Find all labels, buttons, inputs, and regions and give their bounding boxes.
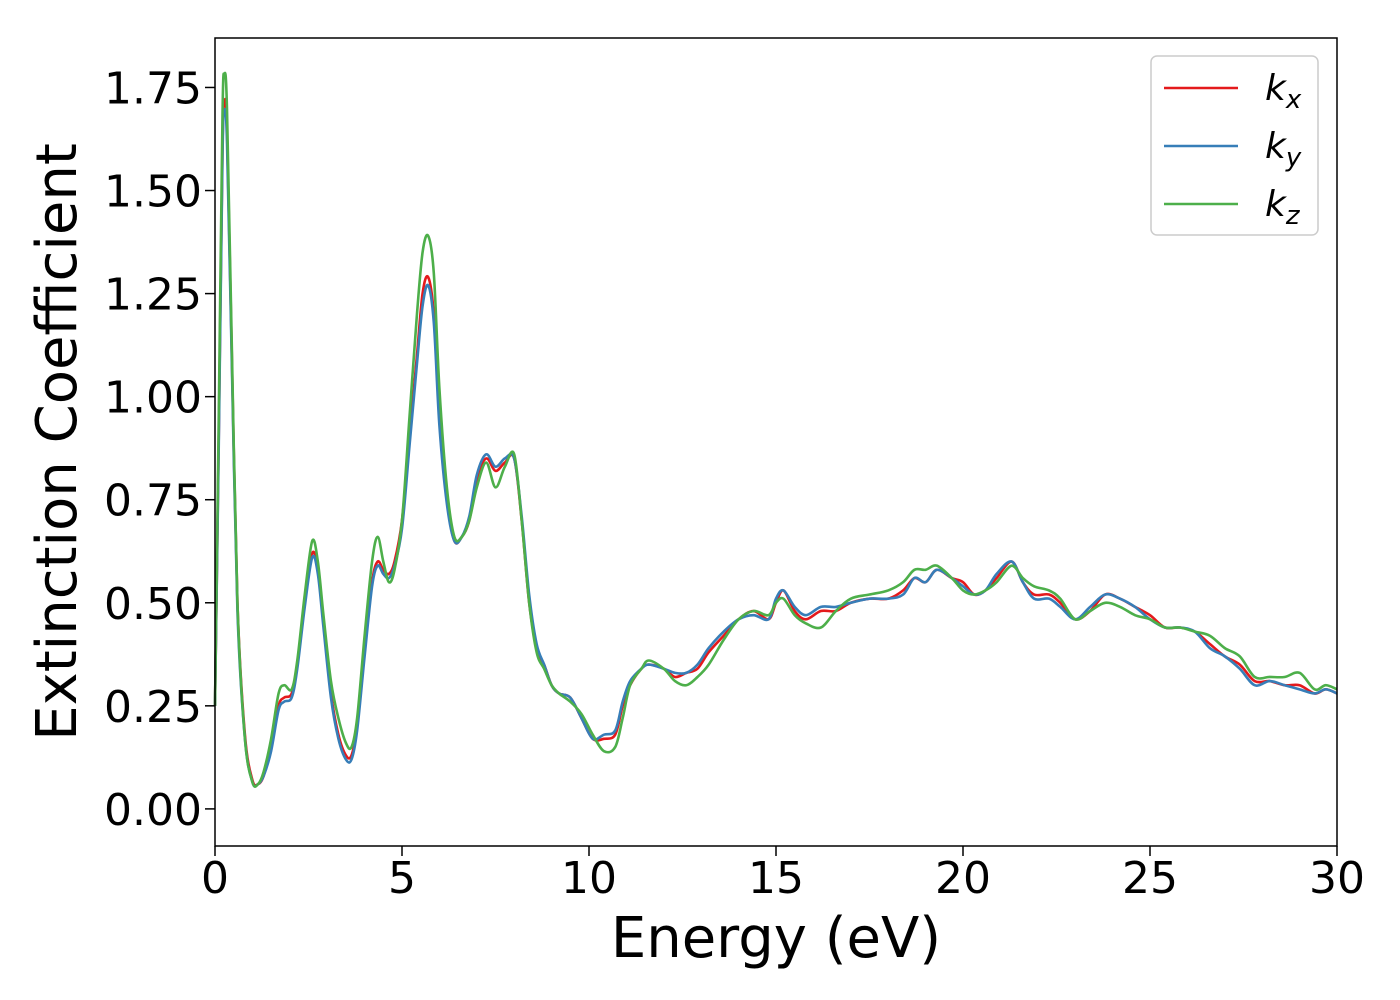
legend: kx ky kz (1150, 55, 1319, 236)
y-tick-label: 1.25 (104, 270, 202, 321)
y-tick-label: 0.00 (104, 785, 202, 836)
x-tick-label: 15 (748, 853, 804, 904)
legend-label-k_z: kz (1265, 184, 1301, 231)
x-axis: 0 5 10 15 20 25 30 (201, 846, 1365, 904)
x-tick-label: 25 (1122, 853, 1178, 904)
y-axis: 0.00 0.25 0.50 0.75 1.00 1.25 1.50 1.75 (104, 63, 215, 836)
series-layer (213, 71, 1338, 788)
x-tick-label: 30 (1309, 853, 1365, 904)
series-line-k_z (213, 71, 1338, 788)
y-tick-label: 1.75 (104, 63, 202, 114)
y-tick-label: 0.50 (104, 579, 202, 630)
legend-label-k_y: ky (1265, 126, 1302, 173)
y-tick-label: 1.00 (104, 373, 202, 424)
legend-label-k_x: kx (1265, 68, 1302, 115)
x-tick-label: 10 (561, 853, 617, 904)
x-tick-label: 0 (201, 853, 229, 904)
x-axis-label: Energy (eV) (611, 906, 941, 971)
y-axis-label: Extinction Coefficient (25, 143, 90, 741)
y-tick-label: 0.75 (104, 476, 202, 527)
x-tick-label: 5 (388, 853, 416, 904)
x-tick-label: 20 (935, 853, 991, 904)
y-tick-label: 0.25 (104, 682, 202, 733)
y-tick-label: 1.50 (104, 167, 202, 218)
